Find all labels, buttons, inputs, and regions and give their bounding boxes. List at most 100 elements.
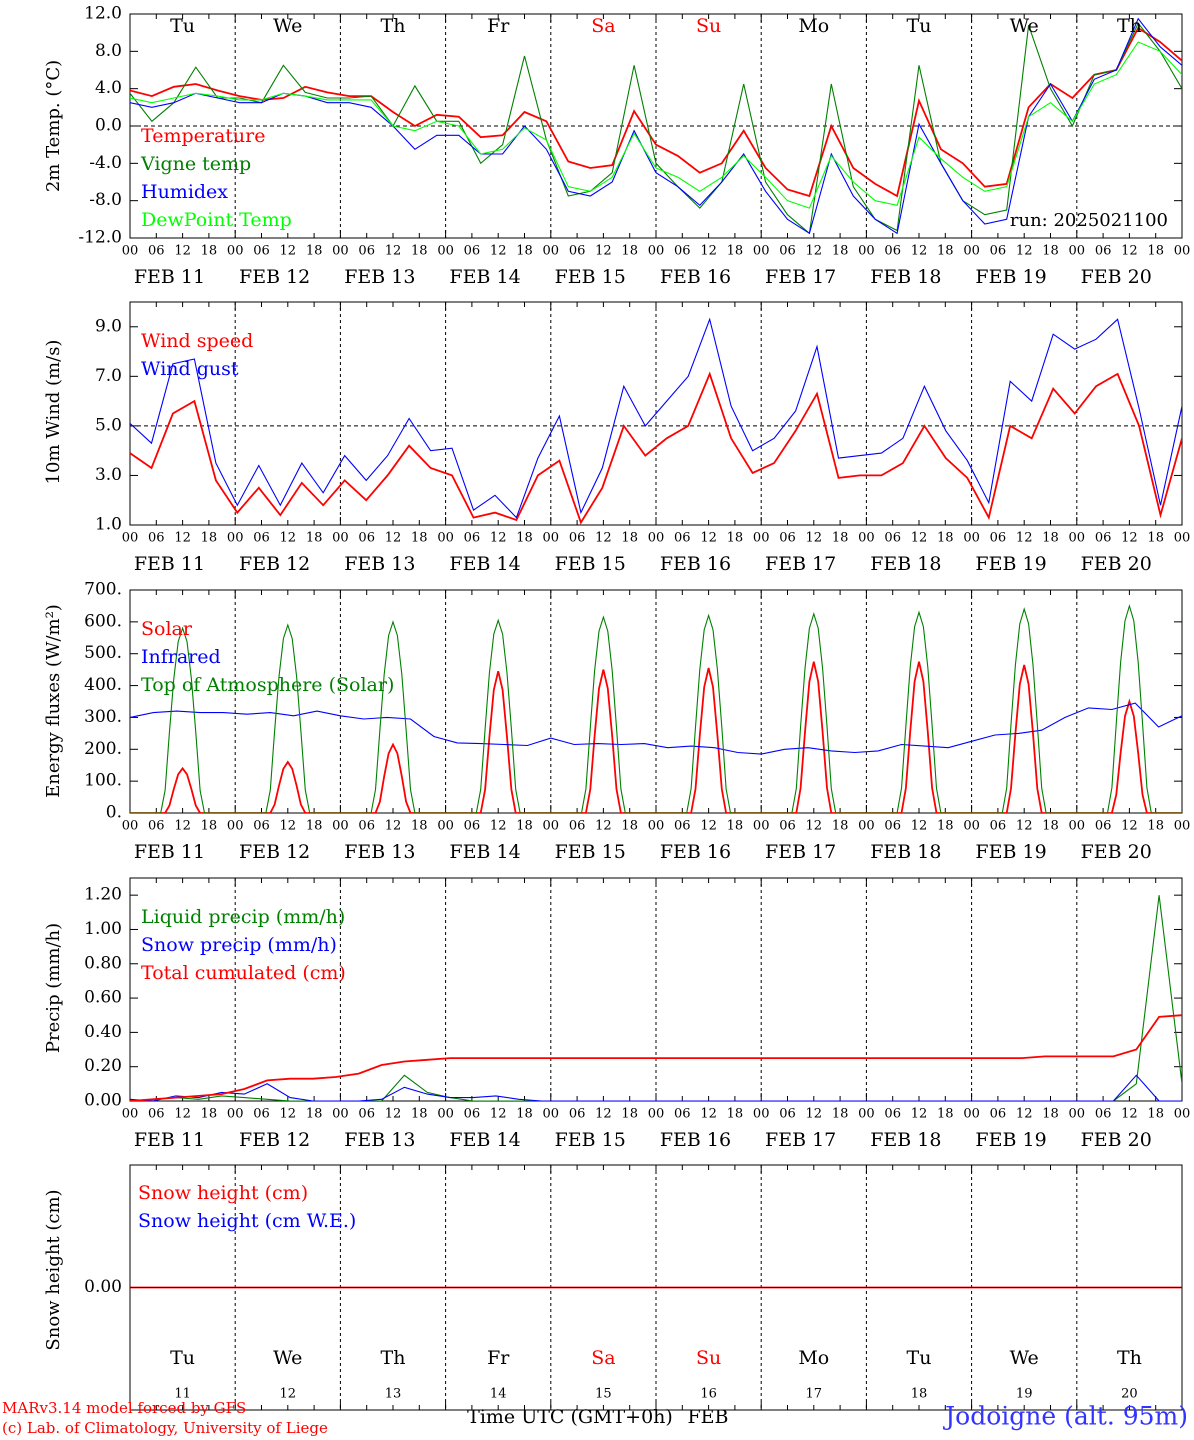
date-label: FEB 13 (344, 553, 415, 575)
hour-tick-label: 12 (595, 244, 612, 259)
hour-tick-label: 00 (648, 1107, 665, 1122)
hour-tick-label: 12 (385, 819, 402, 834)
hour-tick-label: 06 (779, 819, 796, 834)
y-tick-label: 600. (84, 611, 122, 631)
hour-tick-label: 12 (806, 1107, 823, 1122)
y-tick-label: 9.0 (95, 316, 122, 336)
day-label: Mo (798, 1347, 829, 1369)
date-label: FEB 16 (660, 266, 731, 288)
date-label: FEB 11 (134, 1129, 205, 1151)
hour-tick-label: 00 (543, 1107, 560, 1122)
legend-entry: Humidex (141, 181, 228, 203)
day-label: Th (381, 15, 406, 37)
hour-tick-label: 00 (122, 531, 139, 546)
day-label: Mo (798, 15, 829, 37)
y-axis-label: Snow height (cm) (43, 1189, 64, 1350)
day-label: Tu (170, 15, 195, 37)
y-tick-label: 0.80 (84, 953, 122, 973)
hour-tick-label: 00 (753, 244, 770, 259)
hour-tick-label: 00 (227, 531, 244, 546)
date-label: FEB 17 (765, 841, 836, 863)
date-label: FEB 20 (1081, 1129, 1152, 1151)
hour-tick-label: 18 (832, 819, 849, 834)
y-tick-label: -4.0 (89, 153, 122, 173)
date-label: FEB 12 (239, 841, 310, 863)
month-label: FEB (687, 1406, 728, 1428)
hour-tick-label: 12 (700, 1107, 717, 1122)
x-axis-label: Time UTC (GMT+0h) (467, 1406, 673, 1428)
hour-tick-label: 18 (621, 819, 638, 834)
date-label: FEB 17 (765, 266, 836, 288)
hour-tick-label: 06 (253, 244, 270, 259)
hour-tick-label: 18 (1147, 531, 1164, 546)
hour-tick-label: 00 (648, 819, 665, 834)
date-label: FEB 16 (660, 841, 731, 863)
hour-tick-label: 00 (543, 819, 560, 834)
hour-tick-label: 06 (569, 244, 586, 259)
hour-tick-label: 18 (621, 531, 638, 546)
hour-tick-label: 06 (358, 819, 375, 834)
hour-tick-label: 12 (1121, 819, 1138, 834)
series-line-vigne-temp (130, 22, 1182, 235)
day-label: Th (1117, 1347, 1142, 1369)
date-label: FEB 19 (975, 1129, 1046, 1151)
hour-tick-label: 18 (832, 1107, 849, 1122)
hour-tick-label: 06 (990, 819, 1007, 834)
hour-tick-label: 00 (227, 1107, 244, 1122)
hour-tick-label: 12 (280, 1107, 297, 1122)
day-label: Th (1117, 15, 1142, 37)
panel-4 (129, 877, 1183, 1102)
date-label: FEB 18 (870, 553, 941, 575)
hour-tick-label: 00 (227, 819, 244, 834)
day-label: Su (696, 15, 721, 37)
hour-tick-label: 06 (253, 819, 270, 834)
hour-tick-label: 18 (937, 244, 954, 259)
day-label: Sa (591, 15, 615, 37)
date-label: FEB 14 (449, 553, 520, 575)
legend-entry: Vigne temp (140, 153, 251, 175)
hour-tick-label: 06 (253, 1107, 270, 1122)
site-label: Jodoigne (alt. 95m) (942, 1402, 1188, 1431)
hour-tick-label: 18 (937, 819, 954, 834)
hour-tick-label: 06 (674, 819, 691, 834)
date-label: FEB 18 (870, 266, 941, 288)
hour-tick-label: 06 (884, 819, 901, 834)
hour-tick-label: 00 (858, 1107, 875, 1122)
legend-entry: Snow height (cm W.E.) (138, 1210, 356, 1232)
day-number: 19 (1016, 1387, 1033, 1402)
hour-tick-label: 18 (516, 819, 533, 834)
hour-tick-label: 18 (832, 531, 849, 546)
date-label: FEB 11 (134, 841, 205, 863)
hour-tick-label: 00 (332, 244, 349, 259)
y-tick-label: 200. (84, 739, 122, 759)
hour-tick-label: 06 (674, 531, 691, 546)
hour-tick-label: 00 (963, 531, 980, 546)
hour-tick-label: 18 (1042, 1107, 1059, 1122)
date-label: FEB 12 (239, 553, 310, 575)
y-tick-label: 12.0 (84, 4, 122, 24)
y-tick-label: -8.0 (89, 190, 122, 210)
hour-tick-label: 18 (937, 531, 954, 546)
hour-tick-label: 12 (280, 819, 297, 834)
hour-tick-label: 06 (1095, 244, 1112, 259)
hour-tick-label: 00 (858, 531, 875, 546)
y-axis-label: 10m Wind (m/s) (43, 340, 64, 485)
hour-tick-label: 12 (280, 244, 297, 259)
y-tick-label: 3.0 (95, 465, 122, 485)
y-tick-label: 8.0 (95, 41, 122, 61)
legend-entry: Snow precip (mm/h) (141, 934, 337, 956)
hour-tick-label: 06 (253, 531, 270, 546)
hour-tick-label: 00 (858, 244, 875, 259)
hour-tick-label: 06 (464, 531, 481, 546)
legend-entry: Wind gust (141, 358, 239, 380)
panel-1 (129, 13, 1183, 239)
hour-tick-label: 18 (306, 244, 323, 259)
day-label: We (273, 15, 302, 37)
hour-tick-label: 18 (1042, 531, 1059, 546)
hour-tick-label: 06 (779, 1107, 796, 1122)
hour-tick-label: 18 (1042, 244, 1059, 259)
hour-tick-label: 06 (1095, 819, 1112, 834)
hour-tick-label: 12 (700, 531, 717, 546)
day-number: 13 (385, 1387, 402, 1402)
